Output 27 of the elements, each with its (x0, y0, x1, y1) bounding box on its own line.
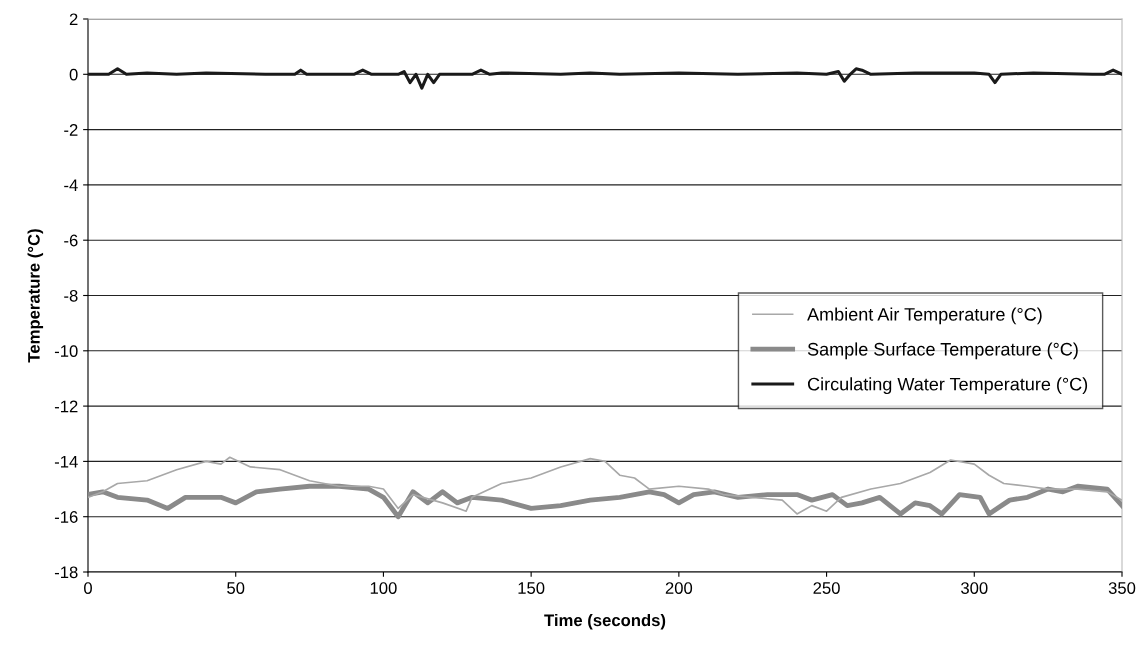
y-tick-label: -10 (54, 345, 78, 357)
y-tick-label: -4 (64, 179, 78, 191)
x-tick-label: 100 (370, 582, 397, 594)
y-tick-label: 0 (69, 68, 78, 81)
y-axis-title: Temperature (°C) (27, 229, 44, 363)
y-tick-label: -2 (64, 124, 78, 136)
x-tick-label: 350 (1108, 582, 1136, 594)
line-series (88, 483, 1122, 520)
legend-label: Ambient Air Temperature (°C) (807, 307, 1042, 325)
x-tick-label: 0 (84, 582, 92, 594)
line-series (88, 67, 1122, 90)
y-tick-label: -16 (54, 511, 78, 523)
y-tick-label: 2 (69, 13, 78, 26)
x-tick-label: 300 (961, 582, 988, 594)
y-tick-label: -12 (54, 400, 78, 413)
x-tick-label: 50 (227, 582, 245, 594)
x-tick-label: 150 (518, 582, 545, 594)
x-tick-label: 200 (665, 582, 693, 594)
legend-label: Sample Surface Temperature (°C) (807, 342, 1078, 360)
line-series (88, 456, 1122, 515)
y-tick-label: -6 (64, 234, 78, 247)
y-tick-label: -8 (64, 289, 78, 302)
x-tick-label: 250 (813, 582, 840, 594)
y-tick-label: -18 (54, 566, 78, 579)
y-tick-label: -14 (54, 455, 78, 468)
legend-label: Circulating Water Temperature (°C) (807, 377, 1088, 395)
x-axis-title: Time (seconds) (544, 613, 666, 630)
